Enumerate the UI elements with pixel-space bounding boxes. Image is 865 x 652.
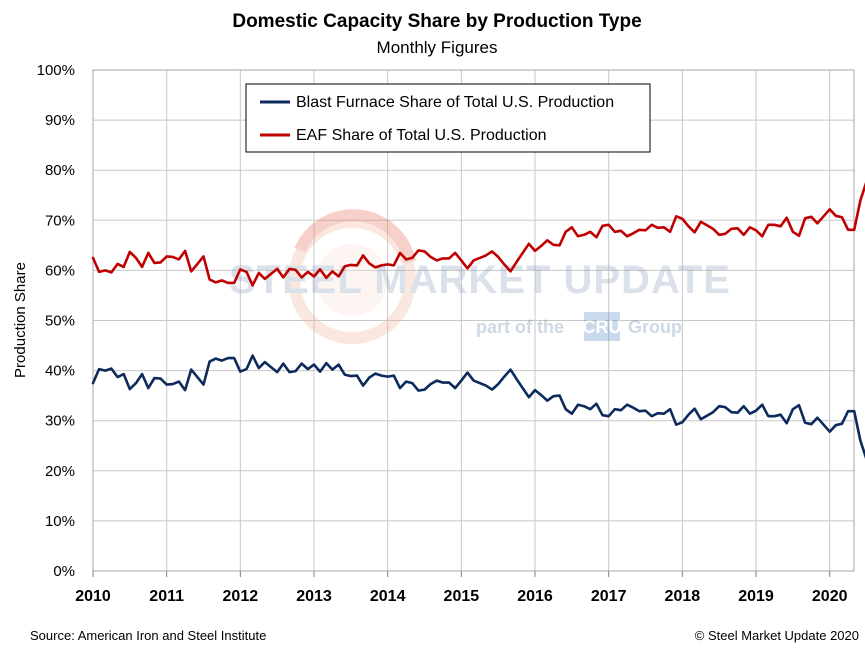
series-line-eaf: [91, 182, 865, 287]
x-tick-label: 2015: [444, 588, 480, 605]
y-tick-label: 50%: [45, 313, 75, 330]
y-tick-label: 100%: [37, 62, 75, 79]
x-tick-label: 2012: [223, 588, 259, 605]
watermark-cru-badge-icon: [584, 312, 620, 341]
x-tick-label: 2020: [812, 588, 848, 605]
watermark: STEEL MARKET UPDATE part of the CRU Grou…: [229, 209, 731, 344]
plot-area-border: [92, 69, 855, 572]
x-tick-label: 2014: [370, 588, 406, 605]
legend: Blast Furnace Share of Total U.S. Produc…: [245, 83, 651, 153]
y-tick-label: 70%: [45, 212, 75, 229]
y-tick-label: 40%: [45, 363, 75, 380]
y-tick-label: 60%: [45, 262, 75, 279]
x-tick-label: 2016: [517, 588, 553, 605]
x-tick-label: 2017: [591, 588, 627, 605]
watermark-tagline-logo: CRU: [583, 317, 622, 337]
x-axis-ticks: 2010 2011 2012 2013 2014 2015 2016 2017 2018 2019…: [75, 571, 848, 605]
legend-label-blast-furnace: Blast Furnace Share of Total U.S. Produc…: [296, 94, 614, 111]
source-note: Source: American Iron and Steel Institut…: [30, 628, 266, 643]
y-tick-label: 20%: [45, 463, 75, 480]
y-axis-ticks: 0% 10% 20% 30% 40% 50% 60% 70% 80% 90% 100%: [37, 62, 75, 580]
series-lines: [91, 182, 865, 459]
watermark-logo-icon: [288, 209, 416, 344]
x-tick-label: 2011: [149, 588, 184, 605]
x-tick-label: 2018: [665, 588, 701, 605]
y-tick-label: 30%: [45, 413, 75, 430]
y-tick-label: 90%: [45, 112, 75, 129]
legend-box: [245, 83, 651, 153]
series-line-blast-furnace: [91, 354, 865, 459]
watermark-tagline-suffix: Group: [628, 317, 682, 337]
y-tick-label: 10%: [45, 513, 75, 530]
y-axis-label: Production Share: [12, 262, 29, 378]
watermark-brand: STEEL MARKET UPDATE: [229, 258, 731, 302]
x-tick-label: 2019: [738, 588, 774, 605]
legend-label-eaf: EAF Share of Total U.S. Production: [296, 127, 547, 144]
x-tick-label: 2010: [75, 588, 111, 605]
copyright-note: © Steel Market Update 2020: [695, 628, 859, 643]
x-tick-label: 2013: [296, 588, 332, 605]
chart-subtitle: Monthly Figures: [377, 38, 498, 57]
chart-title: Domestic Capacity Share by Production Ty…: [232, 11, 641, 32]
y-tick-label: 0%: [53, 563, 75, 580]
watermark-tagline-prefix: part of the: [476, 317, 564, 337]
y-tick-label: 80%: [45, 162, 75, 179]
